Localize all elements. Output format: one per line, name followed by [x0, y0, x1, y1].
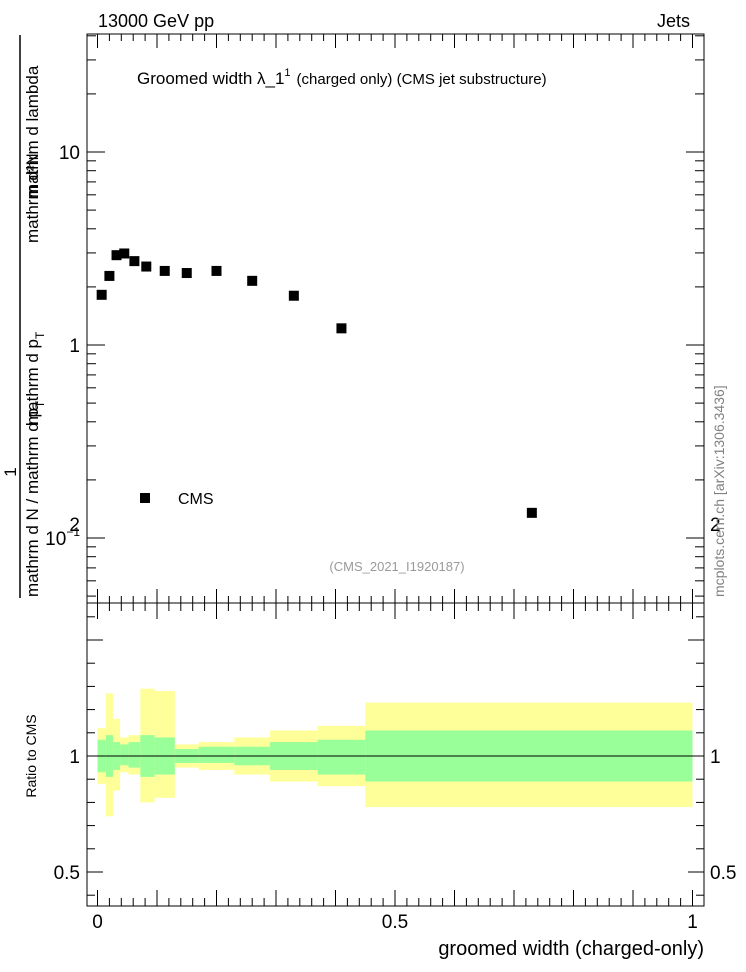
legend: CMS — [140, 491, 214, 508]
ratio-y-tick-label-right: 2 — [710, 515, 721, 536]
data-point — [288, 290, 299, 301]
main-y-tick-label: 1 — [69, 336, 80, 357]
data-point — [211, 265, 222, 276]
ratio-y-label: Ratio to CMS — [23, 714, 39, 797]
data-point — [141, 261, 152, 272]
ratio-bands — [97, 688, 693, 817]
ratio-y-tick-label-right: 1 — [710, 747, 721, 768]
data-point — [247, 275, 258, 286]
watermark: mcplots.cern.ch [arXiv:1306.3436] — [711, 385, 727, 597]
data-point — [526, 507, 537, 518]
ratio-band-stat — [198, 746, 235, 763]
plot-title: Groomed width λ_11 (charged only) (CMS je… — [137, 67, 547, 88]
header-left: 13000 GeV pp — [98, 11, 214, 31]
ratio-band-stat — [128, 742, 141, 768]
x-tick-label: 0.5 — [382, 912, 408, 933]
ratio-band-stat — [317, 739, 366, 775]
ratio-band-stat — [120, 744, 129, 766]
y-label-numerator-dp: mathrm d pT — [23, 331, 47, 425]
data-point — [119, 248, 130, 259]
analysis-id: (CMS_2021_I1920187) — [329, 559, 464, 574]
y-label-denominator: mathrm d N / mathrm d pT — [23, 400, 47, 597]
plot-title-sup: 1 — [284, 67, 290, 79]
main-y-ticks: 10−1 1 10 — [45, 34, 704, 603]
x-tick-label: 1 — [687, 912, 698, 933]
ratio-y-tick-label: 1 — [69, 747, 80, 768]
x-tick-label: 0 — [92, 912, 103, 933]
data-point — [336, 323, 347, 334]
y-label-numerator-dlambda: mathrm d lambda — [23, 65, 42, 198]
main-plot-frame — [86, 33, 705, 604]
main-data-points — [96, 248, 537, 518]
x-axis-label: groomed width (charged-only) — [438, 938, 704, 960]
main-y-tick-label: 10 — [59, 143, 80, 164]
y-label-factor: 1 — [1, 467, 20, 476]
data-point — [111, 250, 122, 261]
main-y-tick-label: 10−1 — [45, 525, 80, 550]
data-point — [181, 268, 192, 279]
ratio-y-tick-label: 0.5 — [54, 863, 80, 884]
header-right: Jets — [657, 11, 690, 31]
y-label-numerator-top: mathrm d²N — [23, 153, 42, 243]
plot-title-suffix: (charged only) (CMS jet substructure) — [297, 71, 547, 88]
data-point — [96, 289, 107, 300]
plot-title-main: Groomed width λ_1 — [137, 69, 284, 88]
ratio-y-tick-label-right: 0.5 — [710, 863, 736, 884]
ratio-ticks: 0.5 0.5 1 1 2 2 0 0.5 1 — [54, 515, 737, 933]
legend-marker — [140, 493, 150, 503]
main-y-axis-label: 1 mathrm d²N mathrm d pT mathrm d lambda… — [1, 35, 47, 598]
data-point — [129, 256, 140, 267]
ratio-y-tick-label: 2 — [69, 515, 80, 536]
data-point — [104, 270, 115, 281]
data-point — [159, 265, 170, 276]
legend-label: CMS — [178, 491, 214, 508]
